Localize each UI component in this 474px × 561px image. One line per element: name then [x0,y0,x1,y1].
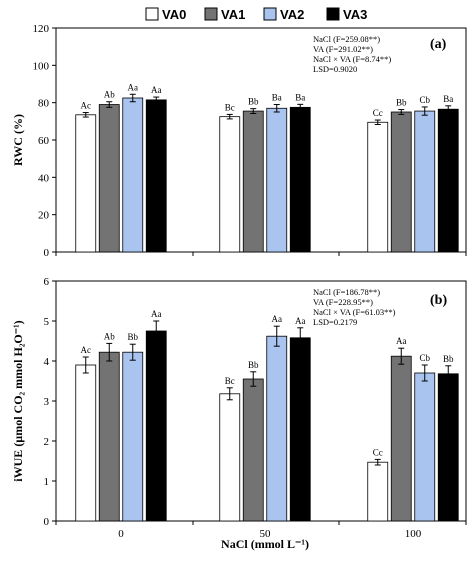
bar-va1 [242,110,264,253]
legend: VA0 VA1 VA2 VA3 [145,7,367,22]
significance-letter: Cb [419,95,430,105]
bar-va2 [266,335,288,522]
y-tick-label: 60 [38,135,50,147]
stats-line: NaCl (F=259.08**) [313,34,380,44]
panel-label: (b) [430,293,447,308]
significance-letter: Ac [81,345,92,355]
significance-letter: Aa [151,309,162,319]
y-tick-label: 80 [38,98,50,110]
bar-va2 [414,372,436,522]
significance-letter: Cc [373,108,383,118]
significance-letter: Bb [396,98,407,108]
significance-letter: Bc [225,102,235,112]
y-tick-label: 3 [44,396,50,408]
stats-line: NaCl × VA (F=61.03**) [313,307,396,317]
y-tick-label: 120 [33,23,50,35]
legend-label-va1: VA1 [221,7,245,22]
y-tick-label: 2 [44,436,50,448]
bar-va1 [98,104,120,253]
y-tick-label: 20 [38,210,50,222]
bar-va3 [437,108,459,253]
significance-letter: Aa [128,82,139,92]
bar-va3 [145,330,167,522]
y-tick-label: 40 [38,172,50,184]
significance-letter: Ab [104,90,115,100]
legend-swatch-va2 [263,7,277,21]
bar-va1 [242,378,264,522]
significance-letter: Ab [104,331,115,341]
bar-va2 [122,97,144,253]
significance-letter: Aa [396,336,407,346]
stats-line: NaCl (F=186.78**) [313,287,380,297]
y-tick-label: 6 [44,276,50,288]
bar-va0 [219,116,241,253]
x-tick-label: 0 [118,528,124,540]
legend-label-va3: VA3 [343,7,367,22]
stats-line: LSD=0.2179 [313,317,357,327]
legend-label-va2: VA2 [280,7,304,22]
significance-letter: Ba [295,92,305,102]
panel-a-rwc-chart: 0 20 40 60 80 100 120 RWC (%) Ac Ab Aa Aa Bc Bb Ba Ba Cc… [11,23,467,259]
legend-swatch-va3 [326,7,340,21]
significance-letter: Bb [248,97,259,107]
y-tick-label: 1 [44,476,50,488]
significance-letter: Bb [127,332,138,342]
y-tick-label: 4 [44,356,50,368]
bar-va3 [145,99,167,253]
legend-swatch-va0 [145,7,159,21]
stats-line: LSD=0.9020 [313,64,357,74]
bar-va0 [75,114,97,253]
bar-va1 [98,351,120,522]
bar-va0 [219,393,241,522]
bar-va3 [289,337,311,522]
significance-letter: Bb [443,354,454,364]
bar-va2 [414,110,436,253]
panel-label: (a) [430,37,447,52]
significance-letter: Aa [151,85,162,95]
bar-va2 [122,351,144,522]
bar-va2 [266,107,288,253]
bar-va0 [75,364,97,522]
significance-letter: Bc [225,376,235,386]
stats-line: VA (F=228.95**) [313,297,373,307]
y-tick-label: 0 [44,247,50,259]
legend-swatch-va1 [204,7,218,21]
y-axis-label: iWUE (µmol CO₂ mmol H₂O⁻¹) [11,320,25,481]
bar-va1 [390,355,412,522]
bar-va1 [390,111,412,253]
x-axis-label: NaCl (mmol L⁻¹) [221,537,309,551]
significance-letter: Cb [419,353,430,363]
bar-va3 [289,106,311,253]
bar-va0 [367,461,389,522]
y-tick-label: 0 [44,516,50,528]
significance-letter: Aa [272,314,283,324]
y-axis-label: RWC (%) [11,114,25,166]
legend-label-va0: VA0 [162,7,186,22]
y-tick-label: 5 [44,316,50,328]
significance-letter: Ba [272,93,282,103]
x-tick-label: 50 [260,528,272,540]
panel-b-iwue-chart: 0 1 2 3 4 5 6 iWUE (µmol CO₂ mmol H₂O⁻¹) 0 50 100 N… [11,276,467,551]
stats-line: NaCl × VA (F=8.74**) [313,54,391,64]
significance-letter: Ac [81,101,92,111]
y-tick-label: 100 [33,60,50,72]
significance-letter: Ba [443,94,453,104]
x-tick-label: 100 [405,528,422,540]
stats-line: VA (F=291.02**) [313,44,373,54]
bar-va0 [367,121,389,253]
bar-va3 [437,373,459,522]
significance-letter: Aa [295,316,306,326]
significance-letter: Bb [248,360,259,370]
significance-letter: Cc [373,447,383,457]
